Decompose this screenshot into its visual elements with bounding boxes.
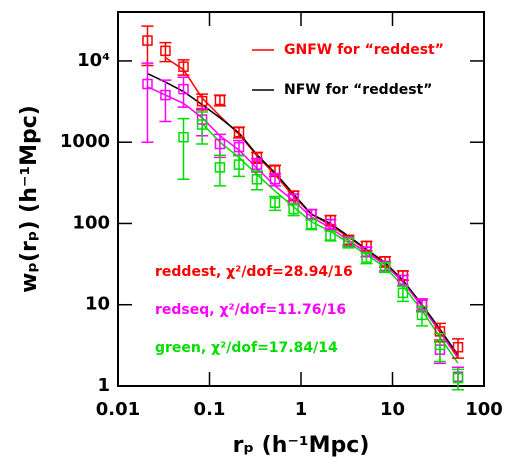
x-tick-label: 100 — [465, 399, 503, 420]
data-point — [288, 203, 299, 215]
data-point — [325, 230, 336, 241]
data-point — [214, 138, 226, 150]
x-axis-label: rₚ (h⁻¹Mpc) — [233, 433, 370, 458]
data-point — [214, 162, 226, 173]
y-tick-label: 10 — [85, 294, 110, 315]
plot-frame — [117, 11, 485, 387]
error-bar — [196, 111, 209, 145]
data-point — [160, 89, 171, 101]
data-point — [233, 126, 245, 138]
x-tick-label: 10 — [380, 399, 405, 420]
error-bar — [159, 79, 172, 123]
data-point — [233, 141, 245, 153]
legend-label: GNFW for “reddest” — [284, 42, 444, 58]
data-point — [233, 159, 245, 170]
x-tick-label: 1 — [295, 399, 308, 420]
data-point — [178, 61, 189, 72]
y-axis-label: wₚ(rₚ) (h⁻¹Mpc) — [17, 105, 42, 293]
y-tick-label: 1000 — [60, 131, 110, 152]
data-point — [416, 309, 428, 321]
data-point — [196, 119, 208, 130]
error-bar — [232, 155, 245, 178]
y-tick-label: 10⁴ — [77, 50, 110, 71]
data-point — [379, 261, 391, 273]
error-bar — [141, 62, 154, 143]
data-point — [452, 372, 464, 384]
data-point — [214, 94, 226, 106]
data-point — [178, 132, 189, 143]
annotation: reddest, χ²/dof=28.94/16 — [155, 264, 353, 280]
x-tick-label: 0.01 — [96, 399, 140, 420]
data-point — [434, 339, 446, 351]
data-point — [178, 83, 189, 95]
data-point — [343, 237, 354, 248]
error-bar — [452, 368, 465, 391]
data-point — [142, 35, 153, 46]
data-point — [196, 95, 208, 107]
error-bar — [177, 117, 190, 180]
data-point — [397, 287, 409, 299]
data-point — [142, 78, 153, 90]
data-point — [397, 275, 409, 286]
y-tick-label: 1 — [97, 375, 110, 396]
annotation: green, χ²/dof=17.84/14 — [155, 340, 338, 356]
data-point — [361, 252, 372, 263]
y-tick-label: 100 — [72, 212, 110, 233]
annotation: redseq, χ²/dof=11.76/16 — [155, 302, 346, 318]
x-tick-label: 0.1 — [194, 399, 226, 420]
data-point — [306, 218, 317, 230]
data-point — [306, 208, 317, 220]
data-point — [269, 197, 281, 208]
error-bar — [213, 154, 226, 187]
data-point — [251, 159, 263, 170]
error-bar — [433, 332, 446, 363]
data-point — [325, 218, 336, 230]
data-point — [160, 45, 171, 57]
legend-label: NFW for “reddest” — [284, 82, 432, 98]
error-bar — [177, 76, 190, 108]
data-point — [251, 173, 263, 185]
data-point — [452, 341, 464, 353]
data-point — [269, 173, 281, 185]
